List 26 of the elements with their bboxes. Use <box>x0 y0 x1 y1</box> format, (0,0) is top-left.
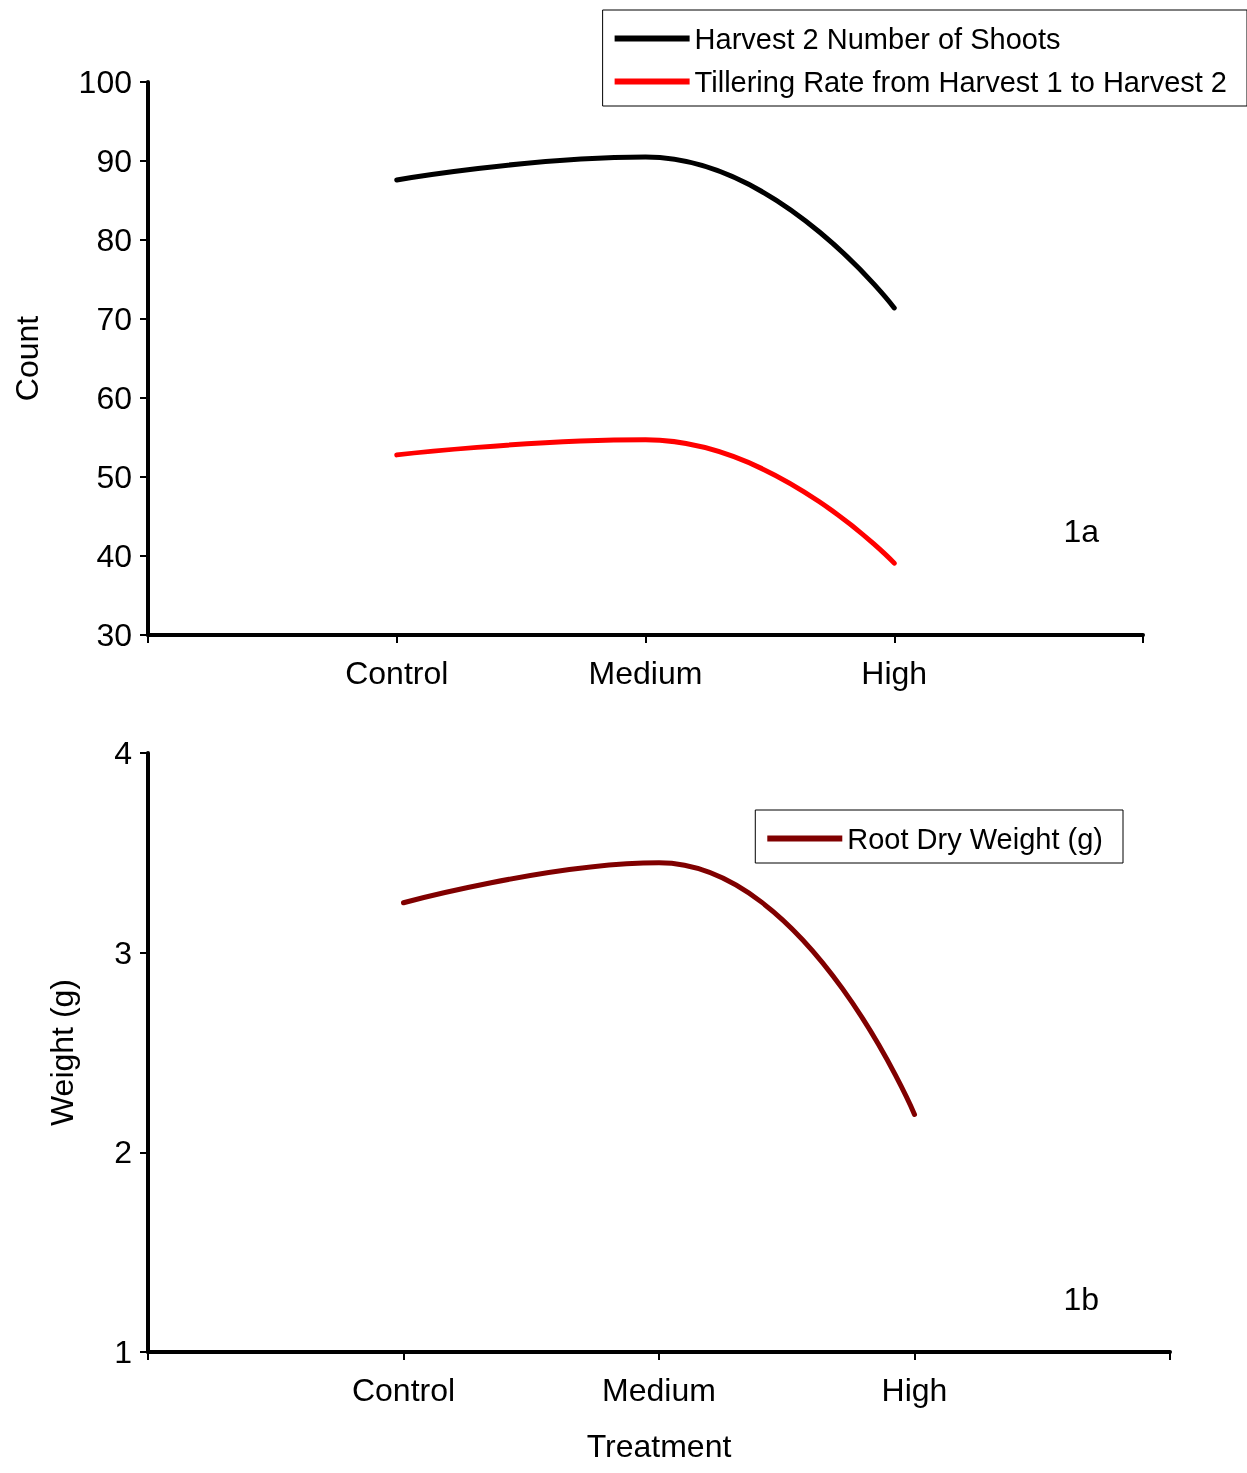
x-tick-label: High <box>861 655 928 691</box>
y-tick-label: 40 <box>96 538 132 574</box>
annotation: 1a <box>1063 513 1100 549</box>
y-tick-label: 2 <box>114 1134 132 1171</box>
y-tick-label: 30 <box>96 617 132 653</box>
y-axis-title: Weight (g) <box>44 978 80 1127</box>
x-tick-label: Control <box>345 655 449 691</box>
y-tick-label: 60 <box>96 380 132 416</box>
y-tick-label: 50 <box>96 459 132 495</box>
x-axis-title: Treatment <box>586 1428 732 1464</box>
x-tick-label: Medium <box>588 655 703 691</box>
y-tick-label: 1 <box>114 1334 132 1370</box>
y-tick-label: 100 <box>78 64 132 100</box>
y-tick-label: 3 <box>114 934 132 971</box>
legend-label: Tillering Rate from Harvest 1 to Harvest 2 <box>694 65 1228 98</box>
y-tick-label: 4 <box>114 735 132 771</box>
annotation: 1b <box>1063 1281 1099 1317</box>
x-tick-label: Medium <box>602 1372 716 1408</box>
y-tick-label: 80 <box>96 222 132 258</box>
y-axis-title: Count <box>9 315 45 402</box>
y-tick-label: 90 <box>96 143 132 179</box>
y-tick-label: 70 <box>96 301 132 337</box>
legend-label: Root Dry Weight (g) <box>847 822 1104 855</box>
x-tick-label: High <box>881 1372 948 1408</box>
legend-label: Harvest 2 Number of Shoots <box>694 22 1061 55</box>
x-tick-label: Control <box>351 1372 456 1408</box>
